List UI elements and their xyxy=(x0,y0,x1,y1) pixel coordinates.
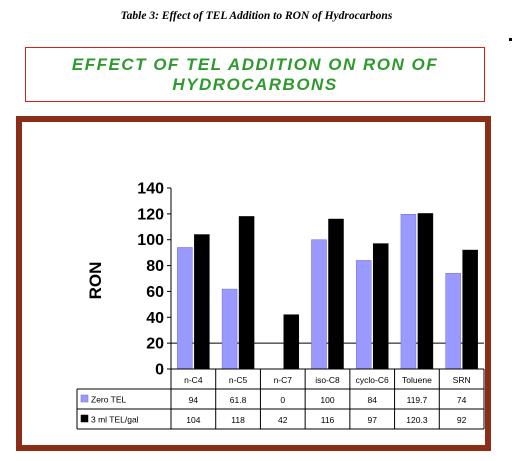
table-value: 74 xyxy=(457,395,467,405)
table-value: 104 xyxy=(186,415,200,425)
category-label: n-C4 xyxy=(184,375,203,385)
bars xyxy=(177,213,478,370)
bar-chart: 0 20 40 60 80 100 120 140 RON n-C4 n-C5 n-C7 iso-C8… xyxy=(76,181,485,430)
bar xyxy=(417,213,434,370)
category-label: n-C5 xyxy=(229,375,248,385)
category-label: cyclo-C6 xyxy=(356,375,389,385)
margin-mark xyxy=(509,38,512,41)
category-label: n-C7 xyxy=(274,375,293,385)
category-label: iso-C8 xyxy=(315,375,340,385)
table-value: 116 xyxy=(321,415,335,425)
table-value: 100 xyxy=(320,395,334,405)
y-tick-label: 20 xyxy=(146,336,164,353)
legend-label: Zero TEL xyxy=(91,395,127,405)
bar xyxy=(177,247,193,370)
legend-label: 3 ml TEL/gal xyxy=(91,415,139,425)
y-tick-label: 0 xyxy=(155,362,164,379)
bar xyxy=(372,243,389,370)
category-label: Toluene xyxy=(402,375,432,385)
table-value: 118 xyxy=(231,415,245,425)
bar xyxy=(283,314,300,370)
category-label: SRN xyxy=(453,375,471,385)
table-value: 94 xyxy=(189,395,199,405)
y-tick-label: 140 xyxy=(137,181,164,198)
table-value: 84 xyxy=(367,395,377,405)
banner-line-2: HYDROCARBONS xyxy=(172,74,338,94)
table-value: 42 xyxy=(278,415,288,425)
bar xyxy=(355,260,372,370)
y-tick-label: 80 xyxy=(146,258,164,275)
bar xyxy=(462,249,478,370)
bar xyxy=(400,213,417,370)
table-value: 61.8 xyxy=(230,395,247,405)
legend-swatch xyxy=(80,394,89,403)
legend-swatch xyxy=(80,414,89,423)
bar xyxy=(328,218,344,370)
chart-banner: EFFECT OF TEL ADDITION ON RON OF HYDROCA… xyxy=(25,47,485,102)
y-tick-label: 100 xyxy=(137,232,164,249)
table-value: 97 xyxy=(367,415,377,425)
table-value: 119.7 xyxy=(407,395,428,405)
bar xyxy=(221,288,238,370)
bar xyxy=(445,273,461,370)
bar xyxy=(194,234,210,370)
table-caption: Table 3: Effect of TEL Addition to RON o… xyxy=(120,10,393,22)
banner-line-1: EFFECT OF TEL ADDITION ON RON OF xyxy=(71,54,439,74)
data-table: n-C4 n-C5 n-C7 iso-C8 cyclo-C6 Toluene SRN Zero… xyxy=(76,368,485,430)
bar xyxy=(311,239,327,370)
table-value: 0 xyxy=(280,395,285,405)
y-tick-label: 40 xyxy=(146,310,164,327)
table-value: 92 xyxy=(457,415,467,425)
bar xyxy=(238,216,255,370)
chart-frame: 0 20 40 60 80 100 120 140 RON n-C4 n-C5 n-C7 iso-C8… xyxy=(16,116,491,451)
y-tick-label: 60 xyxy=(146,284,164,301)
y-tick-label: 120 xyxy=(137,206,164,223)
y-axis-label: RON xyxy=(86,262,105,300)
table-value: 120.3 xyxy=(406,415,428,425)
